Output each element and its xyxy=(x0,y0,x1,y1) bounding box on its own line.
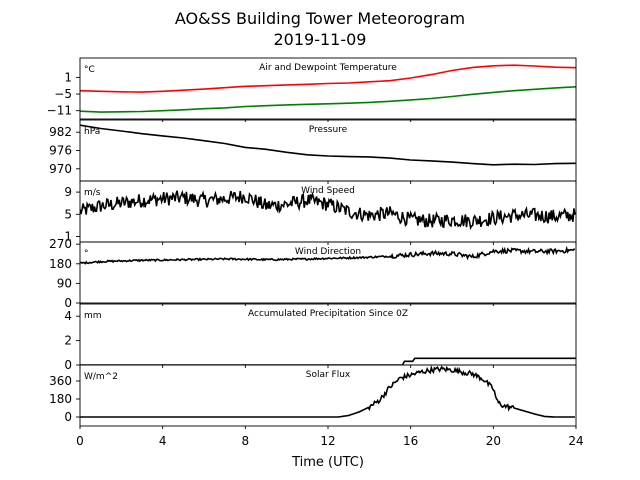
y-tick-label: 0 xyxy=(64,296,72,310)
y-tick-label: 4 xyxy=(64,309,72,323)
y-tick-label: 360 xyxy=(49,374,72,388)
y-tick-label: −5 xyxy=(54,87,72,101)
series-line-1-1 xyxy=(80,64,576,93)
panel-title: Pressure xyxy=(309,125,348,135)
panel-title: Accumulated Precipitation Since 0Z xyxy=(248,309,408,319)
x-axis: 0 4 8 12 16 20 24 xyxy=(76,434,583,448)
y-tick-label: 970 xyxy=(49,162,72,176)
y-tick-label: 0 xyxy=(64,358,72,372)
y-tick-label: 982 xyxy=(49,125,72,139)
y-tick-label: 180 xyxy=(49,257,72,271)
y-tick-label: 180 xyxy=(49,392,72,406)
series-line-2-1 xyxy=(80,124,576,166)
panel-6: 360 180 0 W/m^2 Solar Flux xyxy=(49,364,577,429)
y-tick-label: 0 xyxy=(64,410,72,424)
panel-4: 270 180 90 0 ° Wind Direction xyxy=(49,237,577,310)
x-tick-label: 12 xyxy=(320,434,335,448)
panel-title: Wind Direction xyxy=(295,247,361,257)
x-tick-label: 4 xyxy=(159,434,167,448)
panel-2: 982 976 970 hPa Pressure xyxy=(49,119,577,184)
panel-5: 4 2 0 mm Accumulated Precipitation Since 0Z xyxy=(64,303,577,372)
panel-1: 1 −5 −11 °C Air and Dewpoint Temperature xyxy=(47,57,577,122)
y-tick-label: 270 xyxy=(49,237,72,251)
y-tick-label: −11 xyxy=(47,104,72,118)
x-axis-label: Time (UTC) xyxy=(291,455,364,470)
y-tick-label: 5 xyxy=(64,207,72,221)
x-tick-label: 8 xyxy=(242,434,250,448)
y-tick-label: 2 xyxy=(64,334,72,348)
x-tick-label: 16 xyxy=(403,434,418,448)
series-line-5-1 xyxy=(80,357,576,365)
chart-subtitle: 2019-11-09 xyxy=(274,30,367,49)
series-line-4-1 xyxy=(80,245,576,265)
chart-title: AO&SS Building Tower Meteorogram xyxy=(175,9,465,28)
panels-group: 1−5−11°C Air and Dewpoint Temperature9829… xyxy=(47,57,577,429)
panel-unit-label: °C xyxy=(84,65,95,75)
x-tick-label: 24 xyxy=(568,434,583,448)
series-line-6-1 xyxy=(80,365,575,418)
y-tick-label: 90 xyxy=(57,276,72,290)
panel-unit-label: hPa xyxy=(84,127,100,137)
y-tick-label: 1 xyxy=(64,70,72,84)
panel-title: Wind Speed xyxy=(301,186,355,196)
panel-unit-label: mm xyxy=(84,311,102,321)
x-tick-label: 0 xyxy=(76,434,84,448)
panel-title: Solar Flux xyxy=(306,370,351,380)
y-tick-label: 1 xyxy=(64,229,72,243)
panel-unit-label: m/s xyxy=(84,188,101,198)
series-line-1-2 xyxy=(80,86,576,113)
y-tick-label: 976 xyxy=(49,144,72,158)
panel-title: Air and Dewpoint Temperature xyxy=(259,63,397,73)
panel-unit-label: ° xyxy=(84,249,89,259)
panel-unit-label: W/m^2 xyxy=(84,372,118,382)
series-line-3-1 xyxy=(80,189,576,231)
panel-3: 9 5 1 m/s Wind Speed xyxy=(64,180,577,245)
y-tick-label: 9 xyxy=(64,185,72,199)
x-tick-label: 20 xyxy=(486,434,501,448)
